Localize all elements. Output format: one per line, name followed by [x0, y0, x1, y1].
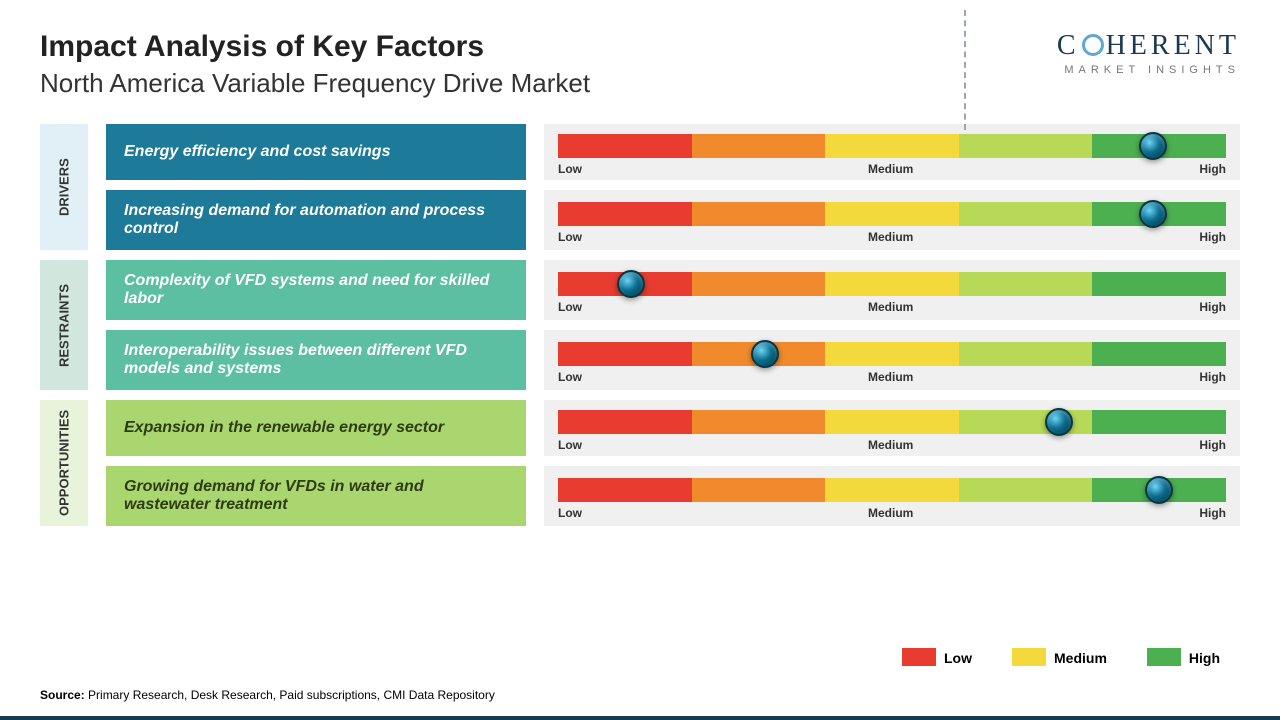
scale-segment	[1092, 272, 1226, 296]
source-line: Source: Primary Research, Desk Research,…	[40, 688, 495, 702]
logo-o-icon	[1082, 34, 1104, 56]
scale-medium: Medium	[868, 438, 913, 452]
legend-item: Low	[902, 648, 972, 666]
scale-bar	[558, 410, 1226, 434]
logo-name: C HERENT	[1057, 30, 1240, 62]
impact-scale: Low Medium High	[544, 190, 1240, 250]
scale-segment	[558, 202, 692, 226]
impact-marker	[1145, 476, 1173, 504]
scale-high: High	[1199, 162, 1226, 176]
logo-text-a: C	[1057, 30, 1080, 61]
scale-medium: Medium	[868, 506, 913, 520]
impact-scale: Low Medium High	[544, 260, 1240, 320]
category-label-restraints: RESTRAINTS	[40, 260, 88, 390]
scale-axis-labels: Low Medium High	[558, 300, 1226, 314]
scale-low: Low	[558, 230, 582, 244]
factor-box: Expansion in the renewable energy sector	[106, 400, 526, 456]
scale-segment	[692, 272, 826, 296]
scale-high: High	[1199, 300, 1226, 314]
scale-bar	[558, 342, 1226, 366]
scale-bar	[558, 134, 1226, 158]
scale-segment	[825, 342, 959, 366]
scale-segment	[825, 478, 959, 502]
legend: Low Medium High	[902, 648, 1220, 666]
page-subtitle: North America Variable Frequency Drive M…	[40, 68, 590, 99]
scale-segment	[959, 342, 1093, 366]
scale-low: Low	[558, 506, 582, 520]
scale-segment	[692, 478, 826, 502]
scale-bar	[558, 202, 1226, 226]
category-label-opportunities: OPPORTUNITIES	[40, 400, 88, 526]
source-prefix: Source:	[40, 688, 85, 702]
impact-scale: Low Medium High	[544, 330, 1240, 390]
source-text: Primary Research, Desk Research, Paid su…	[85, 688, 495, 702]
logo-tagline: MARKET INSIGHTS	[1057, 64, 1240, 76]
scale-segment	[1092, 410, 1226, 434]
scale-segment	[825, 272, 959, 296]
scale-segment	[959, 202, 1093, 226]
scale-segment	[825, 134, 959, 158]
impact-marker	[1045, 408, 1073, 436]
scale-high: High	[1199, 438, 1226, 452]
scale-low: Low	[558, 438, 582, 452]
scale-low: Low	[558, 300, 582, 314]
scale-segment	[959, 478, 1093, 502]
impact-scale: Low Medium High	[544, 400, 1240, 456]
scale-bar	[558, 478, 1226, 502]
scale-axis-labels: Low Medium High	[558, 438, 1226, 452]
legend-swatch	[902, 648, 936, 666]
scale-segment	[692, 410, 826, 434]
scale-medium: Medium	[868, 370, 913, 384]
scale-axis-labels: Low Medium High	[558, 230, 1226, 244]
scale-high: High	[1199, 230, 1226, 244]
title-block: Impact Analysis of Key Factors North Ame…	[40, 30, 590, 99]
scale-high: High	[1199, 506, 1226, 520]
factor-box: Increasing demand for automation and pro…	[106, 190, 526, 250]
legend-item: High	[1147, 648, 1220, 666]
scale-axis-labels: Low Medium High	[558, 162, 1226, 176]
legend-swatch	[1012, 648, 1046, 666]
impact-marker	[751, 340, 779, 368]
factors-grid: DRIVERS RESTRAINTS OPPORTUNITIES Energy eff…	[40, 124, 1240, 526]
impact-marker	[617, 270, 645, 298]
scale-bar	[558, 272, 1226, 296]
scale-high: High	[1199, 370, 1226, 384]
impact-scale: Low Medium High	[544, 124, 1240, 180]
scale-segment	[692, 134, 826, 158]
header-divider	[964, 10, 966, 130]
logo-text-b: HERENT	[1106, 30, 1240, 61]
factor-box: Complexity of VFD systems and need for s…	[106, 260, 526, 320]
scale-medium: Medium	[868, 300, 913, 314]
impact-scale: Low Medium High	[544, 466, 1240, 526]
scale-segment	[825, 410, 959, 434]
scale-segment	[558, 342, 692, 366]
scale-axis-labels: Low Medium High	[558, 370, 1226, 384]
scale-segment	[1092, 342, 1226, 366]
scale-medium: Medium	[868, 162, 913, 176]
scale-axis-labels: Low Medium High	[558, 506, 1226, 520]
scale-segment	[558, 410, 692, 434]
impact-marker	[1139, 200, 1167, 228]
scale-segment	[558, 134, 692, 158]
scale-low: Low	[558, 370, 582, 384]
scale-medium: Medium	[868, 230, 913, 244]
scale-segment	[959, 134, 1093, 158]
factor-box: Energy efficiency and cost savings	[106, 124, 526, 180]
legend-item: Medium	[1012, 648, 1107, 666]
brand-logo: C HERENT MARKET INSIGHTS	[1057, 30, 1240, 76]
scale-low: Low	[558, 162, 582, 176]
scale-segment	[825, 202, 959, 226]
factor-box: Interoperability issues between differen…	[106, 330, 526, 390]
factor-box: Growing demand for VFDs in water and was…	[106, 466, 526, 526]
scale-segment	[692, 202, 826, 226]
page-container: Impact Analysis of Key Factors North Ame…	[0, 0, 1280, 720]
scale-segment	[558, 478, 692, 502]
page-title: Impact Analysis of Key Factors	[40, 30, 590, 64]
category-label-drivers: DRIVERS	[40, 124, 88, 250]
header: Impact Analysis of Key Factors North Ame…	[40, 30, 1240, 99]
legend-swatch	[1147, 648, 1181, 666]
impact-marker	[1139, 132, 1167, 160]
scale-segment	[959, 272, 1093, 296]
